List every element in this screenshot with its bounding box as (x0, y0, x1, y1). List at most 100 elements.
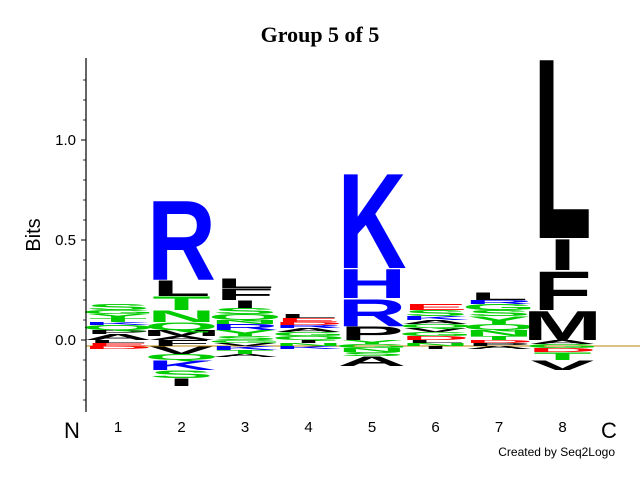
y-tick-label: 0.0 (55, 332, 76, 349)
logo-letter: P (340, 322, 404, 344)
logo-letter: F (533, 259, 591, 322)
logo-letter: N (338, 347, 407, 353)
logo-letter: A (338, 354, 407, 369)
logo-letter: Y (340, 339, 404, 345)
x-axis: 1 2 3 4 5 6 7 8 (114, 419, 567, 436)
logo-letter: L (279, 313, 337, 319)
logo-letter: M (142, 329, 222, 338)
logo-letter: A (401, 319, 470, 325)
logo-letter: K (274, 345, 343, 350)
logo-letter: G (525, 343, 599, 349)
x-tick-label: 3 (241, 419, 249, 436)
logo-letter: E (86, 342, 150, 347)
logo-letter: G (271, 331, 345, 337)
logo-letter: T (89, 317, 147, 323)
logo-letter: I (422, 345, 449, 350)
logo-letter: T (152, 292, 210, 314)
logo-letter: V (531, 358, 595, 373)
logo-letter: V (404, 327, 468, 333)
logo-letter: Q (208, 313, 282, 322)
logo-letter: S (213, 307, 277, 316)
logo-letter: D (528, 347, 597, 353)
logo-letter: S (404, 309, 468, 318)
logo-letter: F (216, 285, 274, 304)
logo-letter: I (168, 376, 195, 388)
chart-title: Group 5 of 5 (261, 22, 380, 47)
logo-letter: P (467, 342, 531, 347)
logo-letter: I (295, 339, 322, 344)
x-tick-label: 1 (114, 419, 122, 436)
logo-letter: A (274, 327, 343, 333)
logo-letter: G (208, 339, 282, 344)
logo-letter: S (150, 368, 214, 380)
logo-letter: Q (144, 320, 218, 332)
logo-letter: L (406, 339, 464, 344)
logo-letter: E (404, 303, 468, 312)
logo-letter: L (89, 339, 147, 344)
logo-letter: T (470, 335, 528, 341)
logo-letter: K (147, 358, 216, 373)
y-tick-label: 1.0 (55, 132, 76, 149)
c-terminal-label: C (601, 418, 617, 443)
logo-letter: P (86, 329, 150, 335)
logo-letter: E (277, 317, 341, 323)
logo-letter: L (216, 276, 274, 291)
logo-letter: A (465, 345, 534, 350)
logo-letter: T (533, 350, 591, 362)
logo-letter: D (401, 335, 470, 341)
logo-letter: D (84, 345, 153, 350)
logo-letter: Q (398, 323, 472, 329)
logo-letter: G (398, 331, 472, 337)
logo-letter: R (465, 299, 534, 305)
logo-letter: Q (81, 324, 155, 332)
x-tick-label: 8 (558, 419, 566, 436)
logo-letter: I (232, 298, 259, 310)
logo-letter: V (213, 342, 277, 347)
logo-letter: Y (467, 314, 531, 326)
logo-letter: K (401, 315, 470, 321)
logo-letter: Q (144, 353, 218, 362)
x-tick-label: 6 (431, 419, 439, 436)
y-axis: 1.0 0.5 0.0 (55, 58, 87, 412)
logo-letter: L (533, 6, 591, 294)
logo-letter: Q (462, 323, 536, 332)
x-tick-label: 2 (177, 419, 185, 436)
logo-letter: R (147, 178, 216, 305)
logo-letter: A (528, 339, 597, 345)
logo-letter: H (338, 260, 407, 307)
n-terminal-label: N (64, 418, 80, 443)
logo-letter: R (338, 291, 407, 334)
logo-letter: V (150, 344, 214, 356)
logo-letter: I (549, 230, 576, 280)
logo-letter: Y (213, 329, 277, 338)
logo-letter: A (211, 353, 280, 358)
logo-letter: K (84, 321, 153, 326)
logo-letter: D (274, 321, 343, 326)
logo-letter: G (335, 343, 409, 349)
logo-letter: T (216, 349, 274, 355)
logo-letter: A (84, 333, 153, 342)
x-tick-label: 7 (495, 419, 503, 436)
logo-letter: N (465, 329, 534, 338)
logo-letter: M (523, 302, 603, 349)
logo-letter: K (338, 145, 407, 297)
credit-text: Created by Seq2Logo (498, 445, 615, 459)
logo-letter: S (467, 309, 531, 318)
logo-letter: N (274, 342, 343, 347)
logo-letter: S (340, 351, 404, 357)
logo-letter: N (401, 342, 470, 347)
logo-letter: G (462, 303, 536, 312)
logo-letter: N (147, 307, 216, 326)
logo-letter: Y (86, 313, 150, 319)
logo-letter: D (465, 339, 534, 344)
logo-letter: G (81, 309, 155, 315)
logo-letter: R (211, 323, 280, 332)
logo-letter: R (274, 324, 343, 329)
x-tick-label: 5 (368, 419, 376, 436)
logo-letter: L (470, 290, 528, 302)
plot-area: APQKTYGSLEDAMQNTLRFVQKSISYRNQSIFLGVKTAQG… (81, 6, 640, 388)
logo-letter: S (213, 335, 277, 341)
y-tick-label: 0.5 (55, 232, 76, 249)
y-axis-label: Bits (23, 218, 45, 251)
